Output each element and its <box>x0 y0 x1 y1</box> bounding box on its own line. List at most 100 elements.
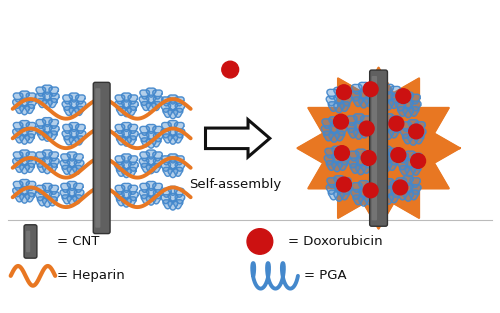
Polygon shape <box>358 188 369 198</box>
Polygon shape <box>384 92 394 102</box>
Polygon shape <box>336 119 346 129</box>
Polygon shape <box>328 190 338 200</box>
Polygon shape <box>114 101 124 110</box>
Polygon shape <box>20 157 30 166</box>
Polygon shape <box>128 95 138 104</box>
Polygon shape <box>42 198 52 207</box>
Polygon shape <box>146 103 156 112</box>
Polygon shape <box>366 183 376 192</box>
Polygon shape <box>396 185 406 194</box>
Polygon shape <box>378 128 388 138</box>
Polygon shape <box>173 134 183 143</box>
Polygon shape <box>400 166 410 175</box>
Polygon shape <box>324 131 334 141</box>
Polygon shape <box>122 100 131 109</box>
Polygon shape <box>36 126 45 135</box>
Polygon shape <box>174 97 184 106</box>
Polygon shape <box>163 108 172 117</box>
Polygon shape <box>408 127 418 137</box>
Polygon shape <box>49 152 58 161</box>
Polygon shape <box>338 161 347 170</box>
Polygon shape <box>416 129 426 138</box>
Polygon shape <box>42 132 52 141</box>
Text: Self-assembly: Self-assembly <box>189 178 282 191</box>
Polygon shape <box>38 163 47 172</box>
Polygon shape <box>384 114 394 124</box>
Polygon shape <box>410 94 420 104</box>
Polygon shape <box>12 99 22 108</box>
Polygon shape <box>384 121 394 131</box>
Polygon shape <box>327 178 337 187</box>
Polygon shape <box>366 190 376 199</box>
Polygon shape <box>152 195 161 204</box>
Polygon shape <box>38 131 47 140</box>
Polygon shape <box>384 194 394 204</box>
Polygon shape <box>403 183 413 193</box>
Circle shape <box>391 148 406 162</box>
Polygon shape <box>69 100 79 109</box>
Polygon shape <box>14 163 24 172</box>
Polygon shape <box>389 99 399 109</box>
Polygon shape <box>122 183 131 192</box>
Polygon shape <box>114 192 124 201</box>
Polygon shape <box>42 150 52 159</box>
Polygon shape <box>175 162 184 171</box>
Polygon shape <box>403 192 413 201</box>
Polygon shape <box>322 119 332 129</box>
Polygon shape <box>36 158 45 167</box>
Polygon shape <box>342 185 352 194</box>
Polygon shape <box>348 128 358 138</box>
Polygon shape <box>62 165 72 174</box>
Polygon shape <box>67 196 77 205</box>
Polygon shape <box>384 100 394 110</box>
Polygon shape <box>36 185 46 194</box>
Polygon shape <box>334 192 344 201</box>
Polygon shape <box>42 92 52 101</box>
Polygon shape <box>146 125 156 133</box>
Polygon shape <box>76 124 85 133</box>
Polygon shape <box>74 154 83 163</box>
Polygon shape <box>396 101 406 111</box>
Polygon shape <box>405 159 415 168</box>
Polygon shape <box>340 190 349 200</box>
Polygon shape <box>327 89 337 99</box>
Polygon shape <box>384 186 394 196</box>
Polygon shape <box>168 154 177 163</box>
Polygon shape <box>25 105 34 114</box>
Polygon shape <box>354 121 364 131</box>
Polygon shape <box>146 150 156 159</box>
Polygon shape <box>329 124 339 134</box>
Polygon shape <box>141 195 151 204</box>
Polygon shape <box>76 95 85 104</box>
Polygon shape <box>27 99 36 108</box>
Polygon shape <box>49 87 58 96</box>
Polygon shape <box>36 94 45 102</box>
Polygon shape <box>408 120 418 129</box>
Polygon shape <box>49 185 58 194</box>
Circle shape <box>360 121 374 136</box>
Polygon shape <box>67 159 77 168</box>
Polygon shape <box>50 126 59 135</box>
Polygon shape <box>390 86 400 96</box>
Polygon shape <box>358 181 369 190</box>
Text: = Heparin: = Heparin <box>57 269 125 282</box>
Polygon shape <box>67 167 77 176</box>
Polygon shape <box>334 183 344 193</box>
FancyBboxPatch shape <box>372 76 377 220</box>
Polygon shape <box>36 152 46 161</box>
Polygon shape <box>62 131 72 140</box>
Polygon shape <box>401 122 411 131</box>
Polygon shape <box>390 116 400 126</box>
Polygon shape <box>334 95 344 105</box>
Polygon shape <box>162 122 171 131</box>
Polygon shape <box>128 101 138 110</box>
Polygon shape <box>72 165 82 174</box>
Polygon shape <box>298 68 460 229</box>
Polygon shape <box>140 96 149 105</box>
Polygon shape <box>20 150 30 159</box>
Polygon shape <box>334 176 344 185</box>
Polygon shape <box>414 134 424 144</box>
Polygon shape <box>128 185 138 194</box>
Polygon shape <box>162 97 171 106</box>
Polygon shape <box>154 158 163 167</box>
